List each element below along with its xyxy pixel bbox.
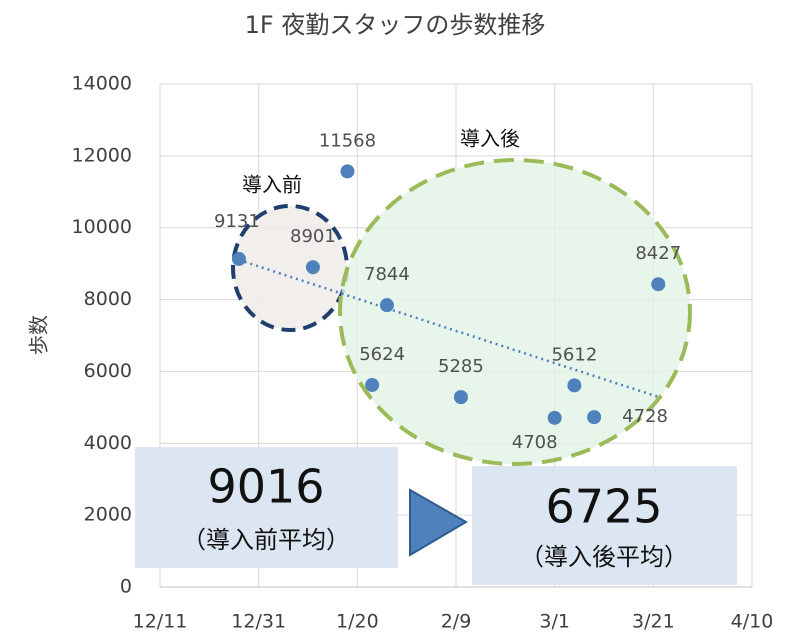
- x-tick-label: 4/10: [731, 611, 774, 633]
- before-label: 導入前: [242, 173, 302, 197]
- point: [567, 378, 582, 393]
- y-tick-label: 0: [120, 576, 132, 598]
- point: [453, 390, 468, 405]
- after-avg: 6725: [545, 480, 662, 534]
- arrow: [409, 488, 468, 557]
- data-label: 4728: [622, 406, 668, 427]
- data-label: 5285: [438, 356, 484, 377]
- y-tick-label: 8000: [84, 288, 132, 310]
- y-tick-label: 10000: [72, 216, 132, 238]
- point: [651, 277, 666, 292]
- after-label: 導入後: [460, 127, 520, 151]
- before-avg-note: （導入前平均）: [182, 526, 350, 554]
- point: [340, 164, 355, 179]
- y-tick-label: 2000: [84, 504, 132, 526]
- y-tick-label: 14000: [72, 73, 132, 95]
- point: [305, 260, 320, 275]
- x-tick-label: 3/21: [632, 611, 675, 633]
- before-avg: 9016: [207, 460, 324, 514]
- data-label: 11568: [319, 130, 376, 151]
- point: [547, 410, 562, 425]
- point: [587, 410, 602, 425]
- y-tick-label: 12000: [72, 144, 132, 166]
- x-tick-label: 1/20: [336, 611, 379, 633]
- data-label: 8901: [290, 226, 336, 247]
- after-box: [472, 466, 737, 585]
- y-tick-label: 6000: [84, 360, 132, 382]
- after-avg-note: （導入後平均）: [520, 543, 688, 571]
- x-tick-label: 12/11: [133, 611, 188, 633]
- data-label: 4708: [512, 432, 558, 453]
- trendline: [238, 258, 659, 399]
- after-ellipse: [338, 158, 692, 466]
- data-label: 5612: [551, 344, 597, 365]
- y-axis-label: 歩数: [27, 315, 51, 355]
- x-tick-label: 12/31: [231, 611, 286, 633]
- x-tick-label: 2/9: [441, 611, 472, 633]
- chart-title: 1F 夜勤スタッフの歩数推移: [245, 11, 546, 39]
- x-tick-label: 3/1: [539, 611, 570, 633]
- data-label: 8427: [635, 243, 681, 264]
- point: [231, 251, 246, 266]
- data-label: 5624: [359, 344, 405, 365]
- data-label: 7844: [364, 264, 410, 285]
- data-label: 9131: [214, 211, 260, 232]
- before-box: [135, 447, 398, 568]
- point: [365, 377, 380, 392]
- point: [379, 298, 394, 313]
- y-tick-label: 4000: [84, 432, 132, 454]
